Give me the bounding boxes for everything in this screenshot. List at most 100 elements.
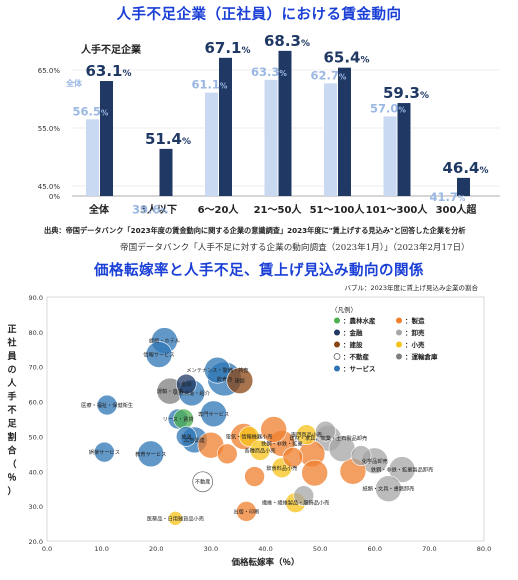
- bubble-legend-label: ：小売: [405, 340, 425, 349]
- bar-dark-value: 51.4%: [145, 130, 191, 148]
- bubble-wholesale: [388, 456, 416, 483]
- bubble-legend-marker-services: [334, 365, 340, 372]
- bubble-y-axis-label-char: 合: [7, 445, 17, 457]
- bubble-legend-label: ：サービス: [343, 364, 376, 373]
- bar-dark-value: 46.4%: [442, 159, 488, 177]
- bar-dark-5: [397, 103, 411, 196]
- bubble-y-axis-label-char: 正: [7, 324, 16, 335]
- scatter-chart-title: 価格転嫁率と人手不足、賃上げ見込み動向の関係: [94, 263, 424, 279]
- bubble-label: 旅館・ホテル: [149, 337, 180, 345]
- bubble-services: [137, 440, 165, 468]
- bubble-services: [145, 341, 173, 368]
- bubble-y-axis-label-char: 割: [7, 431, 16, 443]
- bubble-y-axis-label-char: 人: [6, 377, 17, 389]
- bar-category-label: 5人以下: [140, 203, 177, 216]
- bar-light-value: 62.7%: [311, 68, 347, 82]
- bubble-y-tick: 30.0: [29, 503, 43, 511]
- bubble-legend-label: ：卸売: [405, 328, 425, 337]
- bubble-legend-label: ：運輸倉庫: [405, 352, 438, 361]
- bar-light-3: [264, 79, 278, 196]
- bubble-label: 電気・情報機器小売: [226, 432, 273, 440]
- bubble-label: 繊維・繊維製品・服飾品小売: [262, 499, 329, 507]
- bar-y-tick: 0%: [49, 193, 60, 201]
- bubble-label: 鉄鋼・非鉄・鉱業製品卸売: [371, 466, 433, 474]
- bubble-label: 各種商品小売: [244, 446, 275, 454]
- bubble-realestate: [192, 471, 214, 493]
- bubble-x-tick: 80.0: [477, 545, 491, 553]
- bubble-services: [96, 394, 118, 416]
- bar-y-tick: 65.0%: [38, 67, 61, 75]
- bubble-legend-marker-realestate: [333, 353, 341, 360]
- bubble-label: 医薬品・日用雑貨品小売: [147, 514, 204, 522]
- bubble-label: 建材・家具、窯業・土石製品卸売: [289, 434, 367, 442]
- bar-light-4: [324, 83, 337, 196]
- bar-dark-1: [159, 148, 173, 196]
- bubble-label: 人材派遣・紹介: [174, 389, 211, 397]
- bubble-manufacturing: [260, 416, 287, 443]
- bar-category-label: 6～20人: [198, 203, 240, 216]
- bubble-legend-marker-transport: [396, 353, 402, 360]
- bubble-plot-frame: [46, 296, 485, 542]
- bar-source-note: 出典：帝国データバンク「2023年度の賃金動向に関する企業の意識調査」2023年…: [44, 226, 466, 235]
- bubble-y-axis-label-char: 足: [7, 419, 17, 430]
- bubble-legend-marker-finance: [334, 329, 340, 336]
- bubble-label: メンテナンス・警備・検査: [186, 366, 248, 374]
- bubble-legend-marker-wholesale: [396, 329, 402, 336]
- bar-category-label: 101～300人: [366, 203, 429, 216]
- bubble-legend-marker-manufacturing: [396, 317, 402, 324]
- bubble-label: 広告関連: [184, 436, 206, 444]
- bar-dark-6: [457, 177, 470, 196]
- bubble-retail: [168, 511, 183, 526]
- bubble-label: 情報サービス: [143, 351, 174, 359]
- bubble-x-tick: 70.0: [422, 545, 436, 553]
- bubble-y-tick: 80.0: [29, 329, 43, 337]
- bar-category-label: 21～50人: [254, 203, 303, 216]
- bubble-label: 金融: [181, 380, 191, 388]
- bubble-legend-label: ：農林水産: [343, 316, 376, 325]
- bubble-label: 出版・印刷: [233, 507, 259, 515]
- bubble-label: 娯楽サービス: [89, 448, 120, 456]
- bar-dark-2: [219, 57, 232, 196]
- bar-dark-3: [278, 50, 292, 196]
- bubble-y-axis-label-char: ）: [7, 486, 16, 497]
- bubble-label: 化学品卸売: [362, 457, 388, 465]
- bubble-y-tick: 40.0: [29, 468, 43, 476]
- bubble-y-tick: 50.0: [29, 433, 43, 441]
- bar-light-value: 56.5%: [73, 104, 109, 118]
- bubble-services: [200, 400, 227, 428]
- bubble-manufacturing: [244, 466, 265, 487]
- bubble-legend-marker-agri: [334, 317, 340, 324]
- bubble-label: 専門商品小売: [291, 431, 322, 439]
- bubble-retail: [249, 440, 271, 461]
- bubble-y-tick: 90.0: [29, 294, 43, 302]
- bar-dark-value: 63.1%: [85, 62, 131, 80]
- bubble-y-axis-label-char: 社: [6, 337, 16, 349]
- bubble-label: 運輸・倉庫: [157, 387, 183, 395]
- bubble-construction: [226, 367, 254, 394]
- bubble-services: [204, 356, 231, 384]
- bubble-finance: [175, 373, 197, 395]
- bar-source-note-2: 帝国データバンク「人手不足に対する企業の動向調査（2023年1月）」（2023年…: [120, 243, 470, 253]
- bar-light-value: 57.0%: [370, 101, 406, 115]
- bubble-y-axis-label-char: の: [7, 365, 16, 376]
- bubble-label: リース・賃貸: [163, 415, 194, 423]
- bubble-y-axis-label-char: （: [7, 459, 16, 470]
- bubble-label: 飲食店: [217, 375, 233, 383]
- bubble-legend-label: ：建設: [343, 340, 363, 349]
- bar-light-value: 61.1%: [192, 78, 228, 92]
- bubble-label: 教育サービス: [135, 450, 166, 458]
- bar-dark-4: [338, 67, 351, 197]
- bubble-y-axis-label-char: 員: [6, 351, 16, 362]
- bubble-label: 飲食料品小売: [266, 464, 297, 472]
- bar-series-label-light: 全体: [65, 78, 83, 88]
- bubble-x-tick: 50.0: [313, 545, 327, 553]
- bubble-y-tick: 20.0: [29, 538, 43, 546]
- bar-y-tick: 55.0%: [38, 125, 61, 133]
- bubble-services: [175, 426, 197, 447]
- bubble-legend-title: （凡例）: [331, 305, 357, 314]
- bubble-legend-marker-construction: [334, 341, 340, 348]
- bar-light-value: 39.6%: [132, 202, 168, 216]
- bubble-legend-label: ：製造: [405, 316, 425, 325]
- bubble-x-tick: 40.0: [258, 545, 272, 553]
- bubble-x-axis-label: 価格転嫁率（％）: [230, 557, 299, 568]
